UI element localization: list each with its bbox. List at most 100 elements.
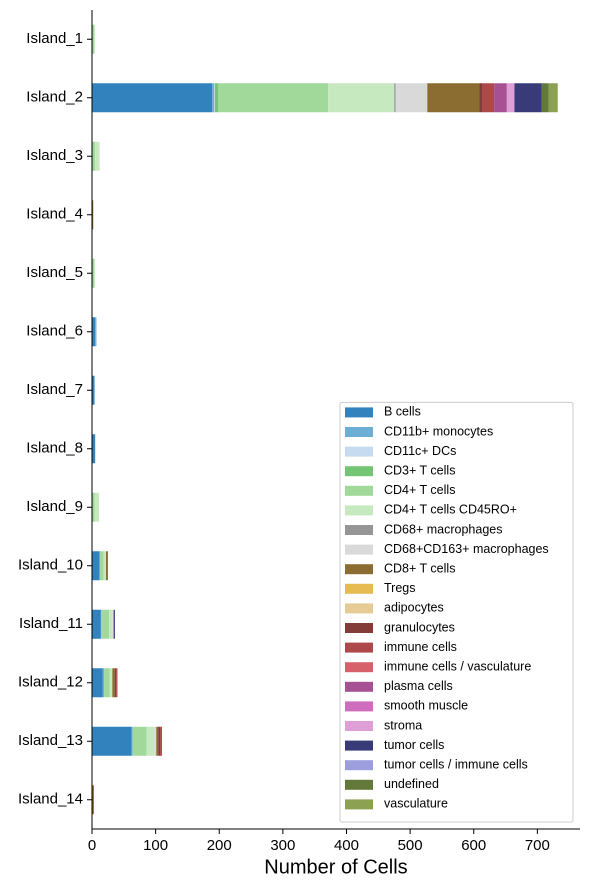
legend-label: tumor cells / immune cells (384, 757, 528, 771)
legend-label: undefined (384, 777, 439, 791)
legend-swatch (345, 427, 373, 437)
y-tick-label: Island_10 (18, 557, 83, 574)
legend-label: CD11c+ DCs (384, 444, 456, 458)
legend-label: granulocytes (384, 620, 455, 634)
legend-label: B cells (384, 405, 421, 419)
bar-segment (541, 83, 549, 113)
legend-swatch (345, 740, 373, 751)
legend-swatch (345, 681, 373, 692)
legend-swatch (345, 485, 373, 496)
legend-swatch (345, 466, 373, 477)
bar-segment (506, 83, 515, 113)
legend-swatch (345, 760, 373, 771)
bar-segment (103, 551, 106, 581)
bar-segment (94, 492, 99, 522)
x-tick-label: 200 (207, 837, 232, 854)
y-tick-label: Island_14 (18, 791, 83, 808)
legend-label: CD3+ T cells (384, 463, 455, 477)
x-tick-label: 300 (270, 837, 295, 854)
legend-swatch (345, 779, 373, 790)
bar-segment (131, 726, 133, 756)
legend-label: CD4+ T cells (384, 483, 455, 497)
bar-segment (105, 551, 108, 581)
legend-label: adipocytes (384, 601, 444, 615)
legend-swatch (345, 603, 373, 614)
legend-label: CD68+ macrophages (384, 522, 502, 536)
bar-segment (92, 200, 94, 230)
y-tick-label: Island_13 (18, 732, 83, 749)
legend-swatch (345, 721, 373, 731)
legend-label: Tregs (384, 581, 416, 595)
y-tick-label: Island_6 (26, 323, 83, 340)
bar-segment (214, 83, 218, 113)
bar-segment (95, 317, 97, 347)
legend-label: stroma (384, 718, 422, 732)
y-tick-label: Island_12 (18, 674, 83, 691)
x-tick-label: 100 (143, 837, 168, 854)
legend-label: CD8+ T cells (384, 561, 455, 575)
x-axis-label: Number of Cells (264, 856, 407, 878)
x-tick-label: 700 (525, 837, 550, 854)
bar-segment (92, 83, 213, 113)
bar-segment (328, 83, 395, 113)
bar-segment (114, 668, 117, 698)
bar-segment (482, 83, 495, 113)
bar-segment (92, 258, 95, 288)
y-tick-label: Island_1 (26, 30, 83, 47)
bar-segment (92, 726, 132, 756)
x-tick-label: 600 (461, 837, 486, 854)
legend-swatch (345, 505, 373, 516)
legend-label: immune cells (384, 640, 457, 654)
bar-segment (100, 609, 110, 639)
legend-label: smooth muscle (384, 699, 468, 713)
bar-segment (214, 83, 215, 113)
x-tick-label: 500 (398, 837, 423, 854)
bar-segment (113, 609, 115, 639)
bar-segment (494, 83, 507, 113)
bar-segment (109, 609, 113, 639)
y-tick-label: Island_9 (26, 498, 83, 515)
bar-segment (394, 83, 396, 113)
bar-segment (92, 141, 96, 171)
bar-segment (160, 726, 162, 756)
legend-swatch (345, 799, 373, 810)
bar-segment (112, 668, 115, 698)
legend-swatch (345, 407, 373, 418)
legend-label: CD4+ T cells CD45RO+ (384, 503, 517, 517)
legend-label: immune cells / vasculature (384, 659, 531, 673)
y-tick-label: Island_8 (26, 440, 83, 457)
bar-segment (92, 434, 96, 464)
bar-segment (548, 83, 558, 113)
y-tick-label: Island_4 (26, 206, 83, 223)
y-tick-label: Island_11 (19, 615, 83, 632)
legend-swatch (345, 525, 373, 535)
bar-segment (92, 609, 101, 639)
legend-swatch (345, 544, 373, 555)
bar-segment (158, 726, 161, 756)
y-tick-label: Island_2 (26, 89, 83, 106)
legend-label: CD11b+ monocytes (384, 424, 493, 438)
legend-label: tumor cells (384, 738, 444, 752)
legend-swatch (345, 564, 373, 575)
bar-segment (99, 551, 104, 581)
y-tick-label: Island_7 (26, 381, 83, 398)
bar-segment (109, 668, 113, 698)
bar-segment (514, 83, 542, 113)
bar-segment (95, 141, 100, 171)
bar-segment (92, 492, 95, 522)
bar-segment (395, 83, 428, 113)
legend-label: plasma cells (384, 679, 453, 693)
x-tick-label: 400 (334, 837, 359, 854)
bar-segment (156, 726, 159, 756)
legend-swatch (345, 623, 373, 633)
bar-segment (112, 609, 114, 639)
legend-label: CD68+CD163+ macrophages (384, 542, 549, 556)
bar-segment (104, 668, 110, 698)
legend-swatch (345, 446, 373, 457)
bar-segment (92, 551, 100, 581)
legend-swatch (345, 583, 373, 594)
legend-box (339, 401, 574, 823)
bar-segment (116, 668, 118, 698)
y-tick-label: Island_3 (26, 147, 83, 164)
